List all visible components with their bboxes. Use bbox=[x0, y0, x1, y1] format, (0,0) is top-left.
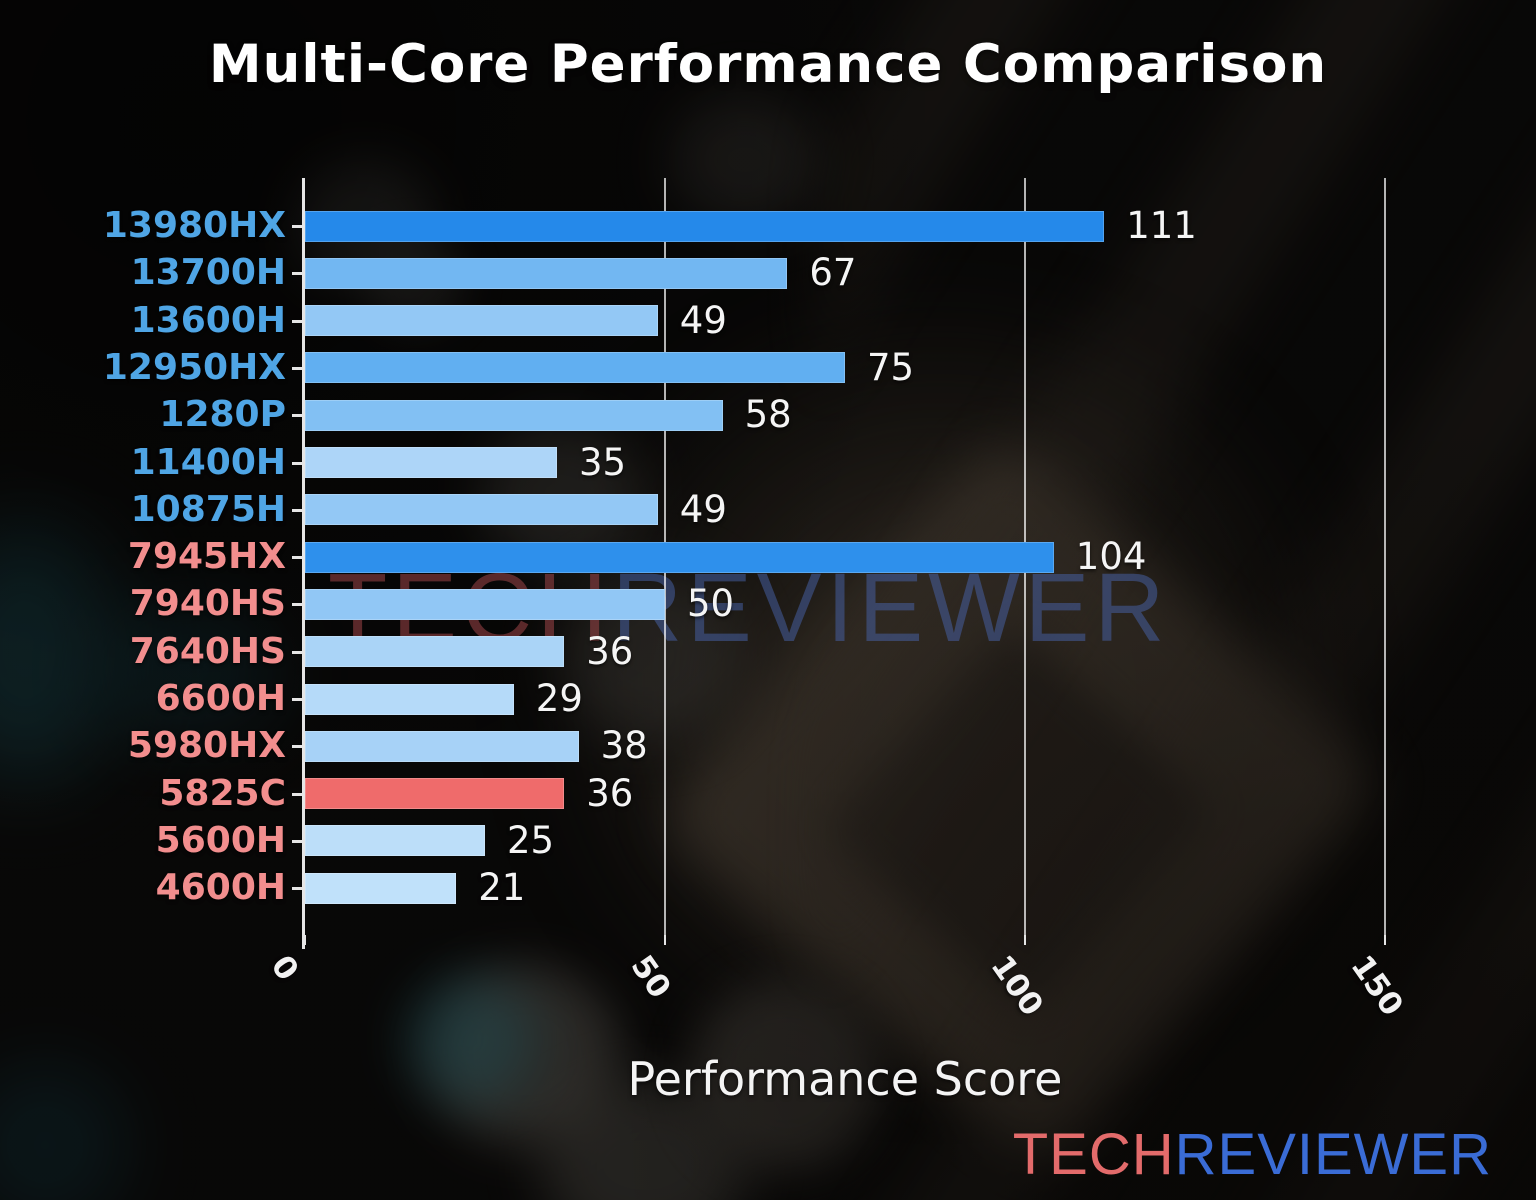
y-tick bbox=[292, 792, 302, 796]
value-label: 36 bbox=[586, 629, 634, 673]
x-tick bbox=[304, 935, 306, 945]
category-label: 13700H bbox=[130, 252, 286, 294]
bar bbox=[305, 588, 665, 620]
y-tick bbox=[292, 366, 302, 370]
y-tick bbox=[292, 839, 302, 843]
value-label: 111 bbox=[1126, 204, 1197, 247]
value-label: 75 bbox=[867, 345, 915, 389]
y-tick bbox=[292, 508, 302, 512]
x-tick-label: 100 bbox=[983, 949, 1051, 1023]
x-axis-label: Performance Score bbox=[627, 1052, 1063, 1106]
gridline bbox=[1384, 178, 1386, 935]
bar bbox=[305, 636, 565, 668]
bar-highlighted bbox=[305, 778, 565, 810]
value-label: 21 bbox=[478, 866, 526, 910]
category-label: 7640HS bbox=[129, 630, 286, 672]
category-label: 4600H bbox=[155, 867, 286, 909]
x-tick bbox=[664, 935, 666, 945]
bar bbox=[305, 447, 557, 478]
value-label: 49 bbox=[679, 487, 727, 531]
y-axis-line bbox=[302, 178, 305, 949]
value-label: 50 bbox=[687, 582, 735, 626]
category-label: 10875H bbox=[130, 488, 286, 530]
category-label: 12950HX bbox=[102, 346, 286, 388]
bar bbox=[305, 305, 658, 337]
y-tick bbox=[292, 745, 302, 749]
y-tick bbox=[292, 556, 302, 560]
value-label: 49 bbox=[679, 298, 727, 342]
x-tick bbox=[1024, 935, 1026, 945]
bar bbox=[305, 730, 579, 762]
x-tick-label: 150 bbox=[1343, 949, 1411, 1023]
y-tick bbox=[292, 603, 302, 607]
category-label: 6600H bbox=[155, 678, 286, 719]
value-label: 25 bbox=[507, 818, 555, 862]
bar bbox=[305, 352, 845, 384]
x-tick-label: 50 bbox=[623, 949, 678, 1005]
value-label: 38 bbox=[600, 724, 648, 768]
bar bbox=[305, 872, 457, 904]
value-label: 67 bbox=[809, 251, 857, 295]
y-tick bbox=[292, 887, 302, 891]
chart-title: Multi-Core Performance Comparison bbox=[208, 34, 1328, 95]
bar bbox=[305, 541, 1054, 573]
logo-tech: TECH bbox=[1012, 1122, 1175, 1187]
value-label: 35 bbox=[579, 440, 627, 484]
x-tick-label: 0 bbox=[263, 949, 306, 988]
bar bbox=[305, 210, 1105, 242]
category-label: 11400H bbox=[130, 441, 286, 483]
category-label: 5825C bbox=[159, 772, 286, 814]
value-label: 58 bbox=[744, 393, 792, 437]
value-label: 29 bbox=[535, 677, 583, 720]
value-label: 36 bbox=[586, 771, 634, 815]
y-tick bbox=[292, 272, 302, 276]
y-tick bbox=[292, 461, 302, 465]
y-tick bbox=[292, 698, 302, 701]
category-label: 13980HX bbox=[102, 205, 286, 246]
value-label: 104 bbox=[1075, 535, 1147, 579]
logo-reviewer: REVIEWER bbox=[1174, 1122, 1492, 1187]
bar bbox=[305, 494, 658, 526]
category-label: 7940HS bbox=[129, 583, 286, 625]
category-label: 7945HX bbox=[127, 536, 286, 578]
y-tick bbox=[292, 225, 302, 228]
bar bbox=[305, 683, 514, 715]
bar bbox=[305, 825, 485, 857]
brand-logo: TECHREVIEWER bbox=[1013, 1121, 1492, 1188]
category-label: 5980HX bbox=[127, 725, 286, 767]
x-tick bbox=[1384, 935, 1386, 945]
category-label: 13600H bbox=[130, 299, 286, 341]
y-tick bbox=[292, 319, 302, 323]
bar bbox=[305, 399, 723, 431]
y-tick bbox=[292, 650, 302, 654]
y-tick bbox=[292, 414, 302, 418]
bar bbox=[305, 257, 788, 289]
category-label: 1280P bbox=[159, 394, 286, 436]
category-label: 5600H bbox=[155, 819, 286, 861]
